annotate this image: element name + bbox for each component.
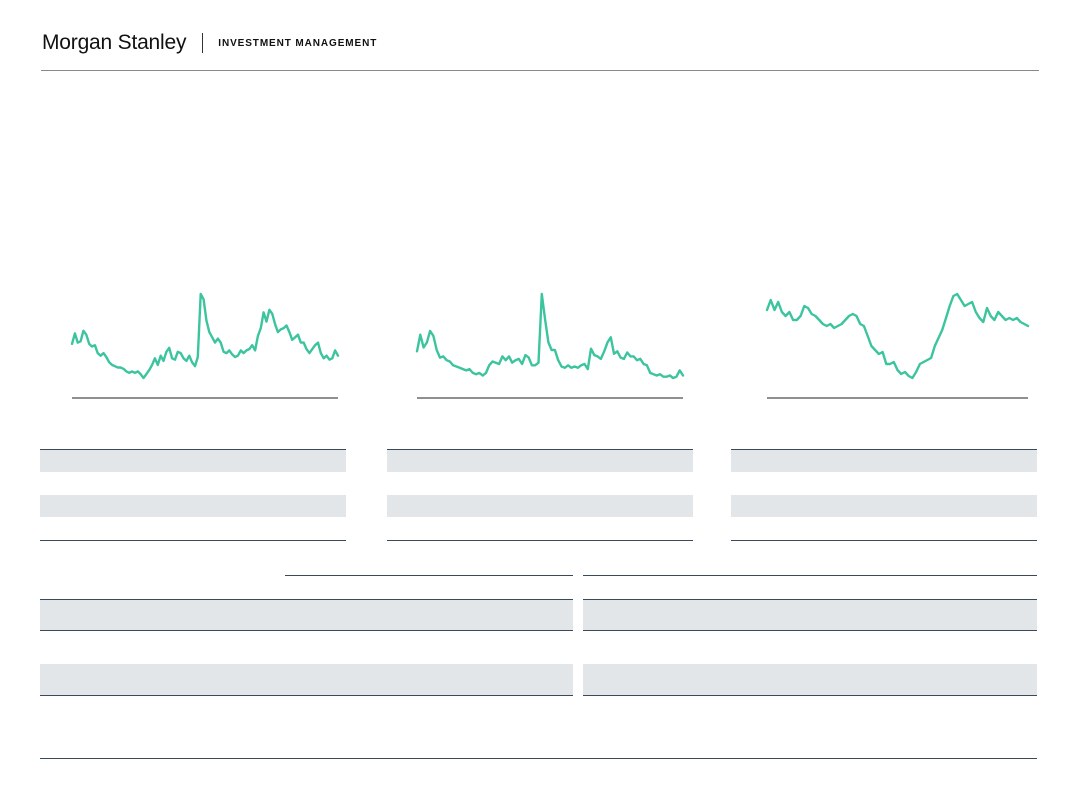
- logo-divider: [202, 33, 204, 53]
- table-row-band: [40, 495, 346, 517]
- column-header-rule-2: [583, 575, 1037, 576]
- stats-table-1: [40, 449, 346, 541]
- table-row: [40, 664, 573, 696]
- chart-panel-1: [70, 290, 340, 402]
- table-row-band: [731, 495, 1037, 517]
- table-rule-bottom: [40, 540, 346, 541]
- chart-panel-3: [765, 290, 1030, 402]
- brand-logo: Morgan Stanley: [42, 31, 187, 54]
- footer-divider: [40, 758, 1037, 759]
- line-chart-1: [70, 292, 340, 399]
- table-row: [583, 664, 1037, 696]
- table-row-band: [40, 450, 346, 472]
- series-line: [70, 292, 340, 380]
- table-rule-top: [731, 449, 1037, 450]
- table-row-band: [731, 450, 1037, 472]
- table-row: [40, 599, 573, 631]
- table-row: [583, 599, 1037, 631]
- stats-table-2: [387, 449, 693, 541]
- header-divider: [41, 70, 1039, 71]
- line-chart-2: [415, 292, 685, 399]
- table-row-band: [387, 495, 693, 517]
- stats-table-3: [731, 449, 1037, 541]
- header: Morgan Stanley INVESTMENT MANAGEMENT: [42, 28, 377, 58]
- table-rule-bottom: [731, 540, 1037, 541]
- column-header-rule-1: [285, 575, 573, 576]
- series-line: [415, 292, 685, 380]
- table-rule-top: [387, 449, 693, 450]
- table-rule-top: [40, 449, 346, 450]
- table-row-band: [387, 450, 693, 472]
- division-label: INVESTMENT MANAGEMENT: [218, 38, 378, 49]
- table-rule-bottom: [387, 540, 693, 541]
- chart-panel-2: [415, 290, 685, 402]
- series-line: [765, 292, 1030, 380]
- line-chart-3: [765, 292, 1030, 399]
